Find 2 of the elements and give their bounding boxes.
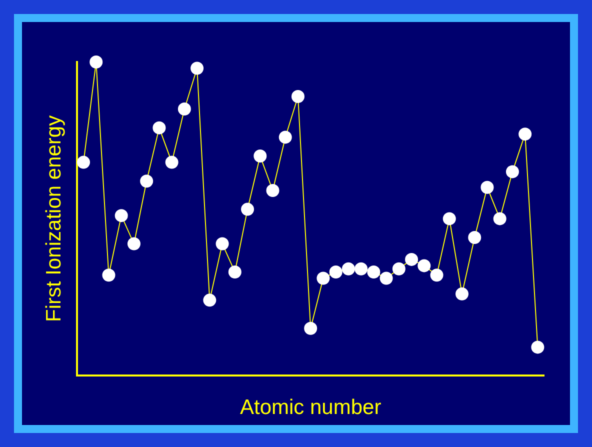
y-axis-title: First Ionization energy bbox=[42, 114, 66, 322]
x-axis-title: Atomic number bbox=[240, 396, 382, 420]
